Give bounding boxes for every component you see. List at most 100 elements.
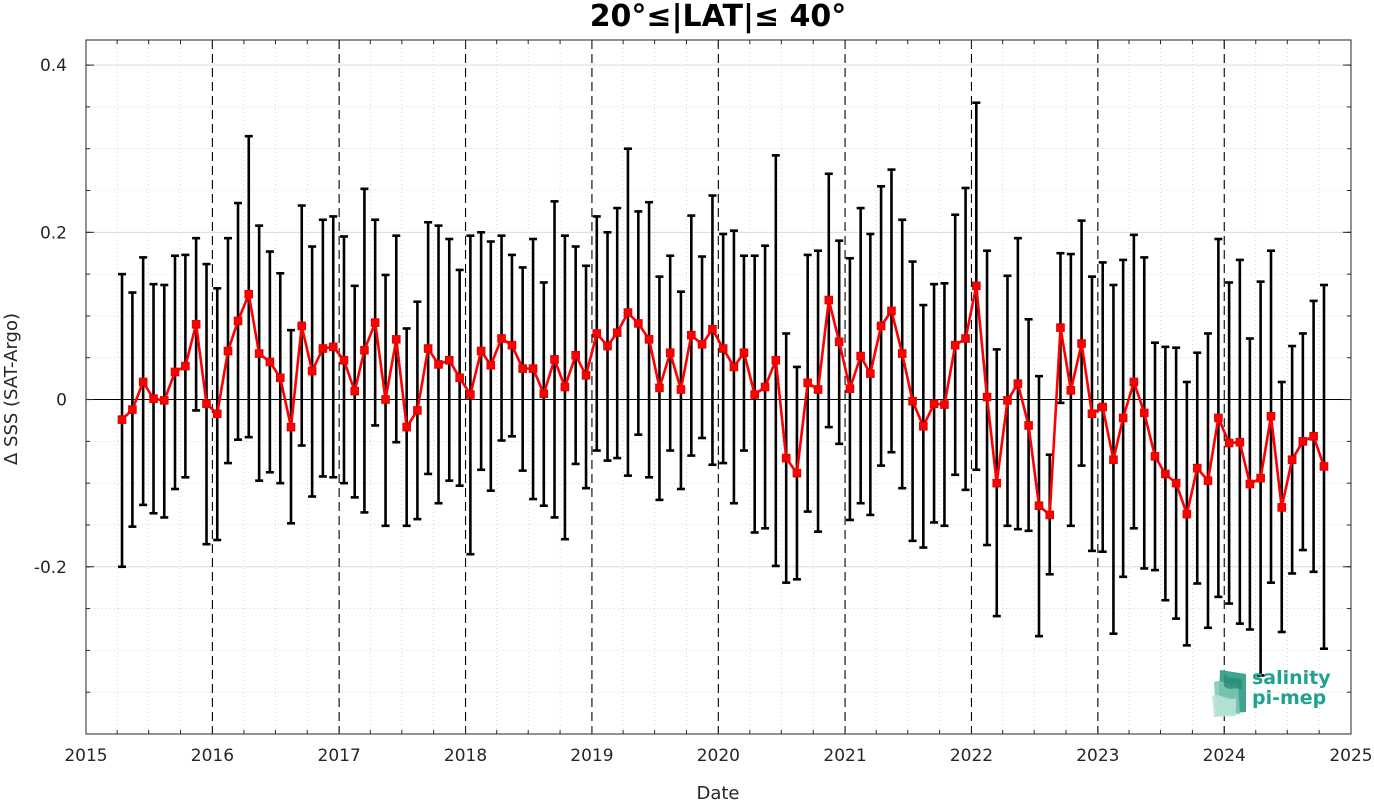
data-point bbox=[413, 406, 422, 415]
data-point bbox=[1277, 503, 1287, 512]
data-point bbox=[1034, 501, 1044, 511]
y-tick-label: 0 bbox=[56, 391, 67, 411]
grid bbox=[86, 40, 1351, 735]
data-point bbox=[676, 385, 686, 394]
data-point bbox=[1266, 411, 1276, 421]
data-point bbox=[1098, 402, 1108, 412]
data-point bbox=[149, 394, 158, 404]
data-point bbox=[560, 382, 570, 392]
logo-text-salinity: salinity bbox=[1252, 667, 1331, 689]
data-point bbox=[328, 342, 338, 352]
data-point bbox=[486, 360, 496, 370]
logo-waves-icon bbox=[1212, 670, 1246, 717]
data-point bbox=[655, 383, 664, 393]
data-point bbox=[539, 389, 549, 398]
data-point bbox=[476, 346, 486, 356]
data-point bbox=[1192, 463, 1202, 473]
data-point bbox=[623, 308, 633, 317]
data-point bbox=[612, 328, 622, 337]
data-point bbox=[191, 319, 201, 329]
x-tick-label: 2022 bbox=[950, 746, 993, 766]
data-point bbox=[350, 386, 360, 396]
data-point bbox=[1087, 409, 1097, 419]
x-tick-label: 2020 bbox=[697, 746, 740, 766]
data-point bbox=[992, 478, 1002, 488]
data-point bbox=[297, 321, 307, 331]
data-point bbox=[1139, 408, 1149, 418]
data-point bbox=[813, 385, 823, 394]
data-point bbox=[455, 373, 464, 383]
x-tick-label: 2017 bbox=[318, 746, 361, 766]
data-point bbox=[1045, 510, 1055, 520]
data-point bbox=[644, 335, 654, 344]
data-point bbox=[803, 378, 812, 388]
data-point bbox=[592, 329, 602, 338]
data-point bbox=[117, 415, 127, 424]
data-point bbox=[1224, 438, 1234, 448]
data-point bbox=[571, 350, 580, 360]
x-tick-label: 2024 bbox=[1203, 746, 1246, 766]
data-point bbox=[318, 344, 328, 353]
data-point bbox=[159, 396, 169, 405]
data-point bbox=[687, 330, 696, 340]
data-point bbox=[360, 345, 369, 355]
data-point bbox=[1129, 377, 1139, 387]
data-point bbox=[1013, 379, 1023, 388]
data-point bbox=[729, 362, 739, 372]
data-point bbox=[370, 318, 380, 327]
x-tick-label: 2019 bbox=[570, 746, 613, 766]
data-point bbox=[444, 355, 454, 365]
data-point bbox=[897, 349, 907, 358]
data-point bbox=[128, 405, 137, 414]
data-point bbox=[697, 340, 707, 349]
data-point bbox=[1003, 396, 1012, 405]
y-tick-label: 0.4 bbox=[40, 56, 67, 76]
data-point bbox=[603, 341, 612, 351]
data-point bbox=[750, 390, 759, 399]
data-point bbox=[307, 366, 317, 376]
data-point bbox=[381, 395, 390, 404]
data-point bbox=[665, 348, 675, 358]
data-point bbox=[1024, 421, 1033, 430]
data-point bbox=[181, 361, 190, 371]
data-point bbox=[824, 295, 834, 305]
data-point bbox=[708, 325, 717, 334]
data-point bbox=[1109, 455, 1118, 465]
data-point bbox=[771, 355, 781, 365]
data-point bbox=[202, 399, 211, 409]
data-point bbox=[1298, 437, 1308, 446]
data-point bbox=[845, 384, 855, 393]
data-point bbox=[1287, 455, 1297, 465]
x-tick-label: 2023 bbox=[1076, 746, 1119, 766]
data-point bbox=[1118, 413, 1128, 423]
data-point bbox=[866, 369, 875, 378]
data-point bbox=[919, 421, 928, 431]
data-point bbox=[1150, 452, 1160, 461]
data-point bbox=[887, 306, 896, 316]
data-point bbox=[1182, 509, 1192, 519]
data-point bbox=[391, 335, 401, 344]
data-point bbox=[466, 390, 475, 399]
data-point bbox=[718, 344, 728, 353]
x-tick-label: 2018 bbox=[444, 746, 487, 766]
logo-text-pi-mep: pi-mep bbox=[1252, 687, 1327, 709]
data-point bbox=[550, 355, 559, 364]
data-point bbox=[1245, 479, 1255, 489]
axes: 2015 2016 2017 2018 2019 2020 2021 2022 2023 2024… bbox=[34, 39, 1373, 766]
data-point bbox=[876, 321, 886, 331]
data-point bbox=[434, 360, 443, 369]
data-point bbox=[940, 400, 949, 409]
data-point bbox=[286, 422, 296, 432]
data-point bbox=[760, 382, 770, 392]
data-point bbox=[834, 337, 844, 347]
x-tick-label: 2021 bbox=[823, 746, 866, 766]
data-point bbox=[1256, 473, 1265, 483]
data-point bbox=[961, 334, 970, 343]
data-point bbox=[528, 364, 538, 373]
data-point bbox=[212, 409, 222, 419]
data-point bbox=[223, 346, 233, 356]
data-point bbox=[1214, 413, 1223, 423]
data-point bbox=[581, 370, 591, 380]
data-point bbox=[1066, 386, 1076, 395]
